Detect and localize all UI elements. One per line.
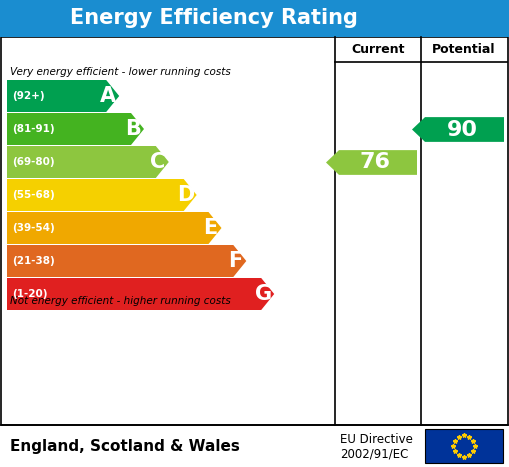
Text: Very energy efficient - lower running costs: Very energy efficient - lower running co… [10, 67, 231, 77]
Text: (1-20): (1-20) [12, 289, 47, 299]
Text: (55-68): (55-68) [12, 190, 55, 200]
Text: F: F [228, 251, 242, 271]
Text: A: A [100, 86, 116, 106]
Text: E: E [204, 218, 218, 238]
Text: Potential: Potential [432, 43, 496, 56]
Text: C: C [150, 152, 165, 172]
Text: Energy Efficiency Rating: Energy Efficiency Rating [70, 8, 358, 28]
Text: (81-91): (81-91) [12, 124, 54, 134]
Text: G: G [254, 284, 272, 304]
Bar [425, 429, 503, 463]
Text: (39-54): (39-54) [12, 223, 55, 233]
Text: (69-80): (69-80) [12, 157, 54, 167]
Text: 90: 90 [446, 120, 477, 140]
Bar [0, 0, 509, 37]
Text: B: B [125, 119, 141, 139]
Text: England, Scotland & Wales: England, Scotland & Wales [10, 439, 240, 453]
Polygon shape [7, 245, 246, 277]
Text: Not energy efficient - higher running costs: Not energy efficient - higher running co… [10, 296, 231, 306]
Bar [1, 37, 508, 425]
Text: (92+): (92+) [12, 91, 45, 101]
Text: 2002/91/EC: 2002/91/EC [340, 447, 408, 460]
Polygon shape [326, 150, 417, 175]
Polygon shape [7, 113, 144, 145]
Text: (21-38): (21-38) [12, 256, 55, 266]
Text: 76: 76 [360, 153, 391, 172]
Polygon shape [7, 146, 169, 178]
Polygon shape [412, 117, 504, 142]
Polygon shape [7, 278, 274, 310]
Polygon shape [7, 80, 119, 112]
Text: Current: Current [351, 43, 405, 56]
Polygon shape [7, 179, 196, 211]
Text: D: D [177, 185, 194, 205]
Polygon shape [7, 212, 221, 244]
Text: EU Directive: EU Directive [340, 433, 413, 446]
